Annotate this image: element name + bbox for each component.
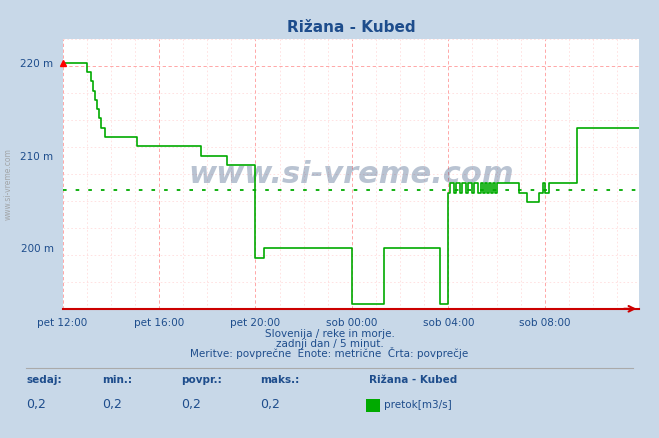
Text: sedaj:: sedaj: <box>26 375 62 385</box>
Text: 0,2: 0,2 <box>26 398 46 411</box>
Text: 0,2: 0,2 <box>181 398 201 411</box>
Text: min.:: min.: <box>102 375 132 385</box>
Text: www.si-vreme.com: www.si-vreme.com <box>3 148 13 220</box>
Text: zadnji dan / 5 minut.: zadnji dan / 5 minut. <box>275 339 384 350</box>
Text: Rižana - Kubed: Rižana - Kubed <box>369 375 457 385</box>
Text: povpr.:: povpr.: <box>181 375 222 385</box>
Text: www.si-vreme.com: www.si-vreme.com <box>188 159 514 189</box>
Text: 0,2: 0,2 <box>260 398 280 411</box>
Text: Slovenija / reke in morje.: Slovenija / reke in morje. <box>264 329 395 339</box>
Text: maks.:: maks.: <box>260 375 300 385</box>
Text: 0,2: 0,2 <box>102 398 122 411</box>
Title: Rižana - Kubed: Rižana - Kubed <box>287 21 415 35</box>
Text: pretok[m3/s]: pretok[m3/s] <box>384 400 452 410</box>
Text: Meritve: povprečne  Enote: metrične  Črta: povprečje: Meritve: povprečne Enote: metrične Črta:… <box>190 347 469 360</box>
